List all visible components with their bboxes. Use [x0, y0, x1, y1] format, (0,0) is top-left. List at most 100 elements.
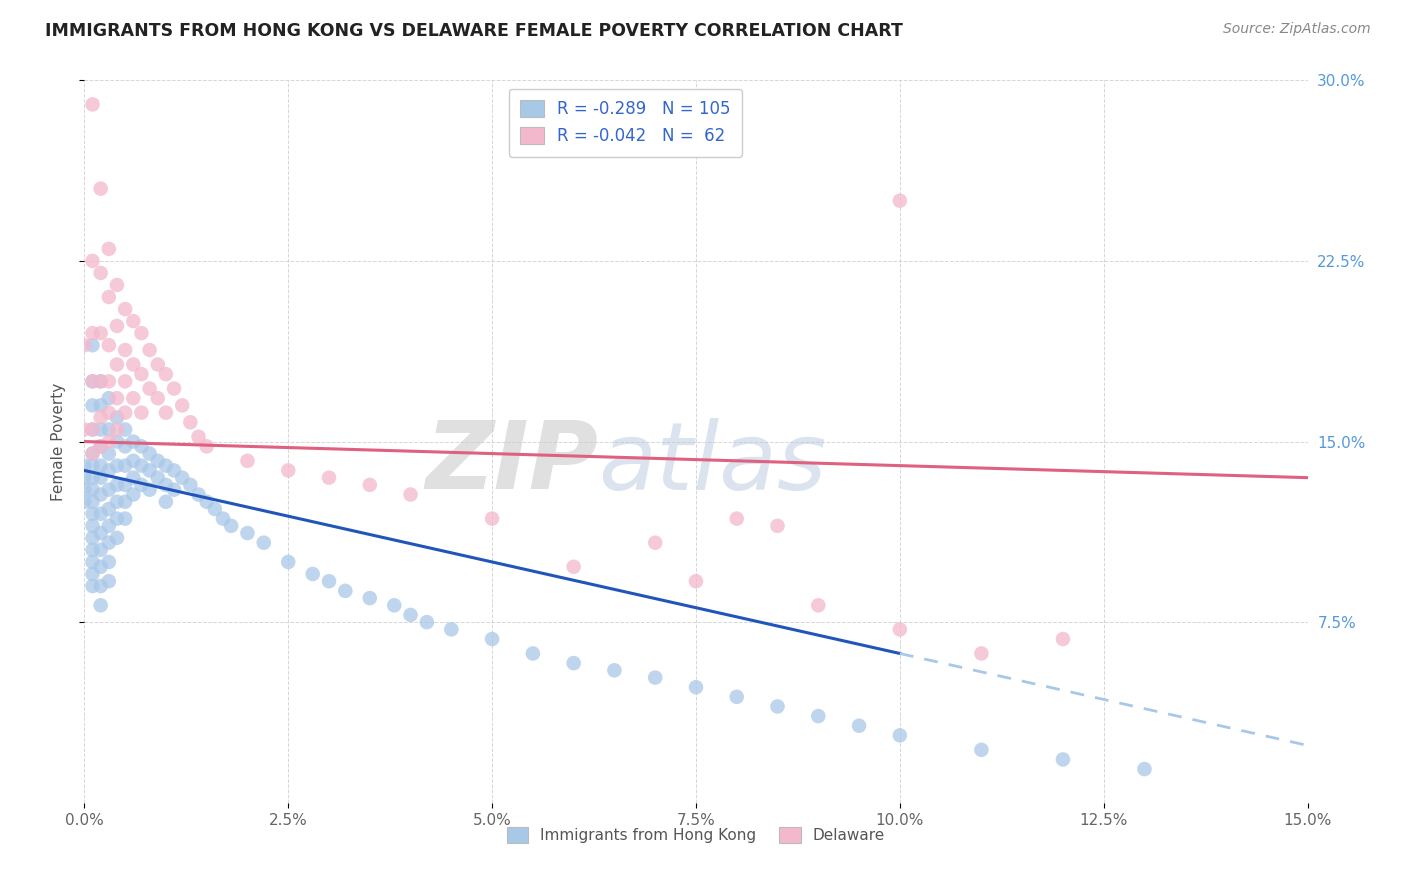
- Y-axis label: Female Poverty: Female Poverty: [51, 383, 66, 500]
- Point: [212, 511, 235, 525]
- Point: [155, 406, 177, 420]
- Point: [97, 391, 120, 405]
- Point: [766, 518, 789, 533]
- Point: [82, 494, 104, 508]
- Point: [644, 671, 666, 685]
- Point: [335, 583, 357, 598]
- Point: [97, 406, 120, 420]
- Point: [219, 518, 242, 533]
- Legend: Immigrants from Hong Kong, Delaware: Immigrants from Hong Kong, Delaware: [501, 822, 891, 849]
- Point: [114, 422, 136, 436]
- Point: [90, 439, 112, 453]
- Point: [685, 574, 707, 589]
- Point: [138, 463, 160, 477]
- Point: [90, 559, 112, 574]
- Point: [807, 599, 830, 613]
- Point: [155, 367, 177, 381]
- Point: [105, 511, 128, 525]
- Point: [131, 406, 153, 420]
- Point: [204, 502, 226, 516]
- Point: [236, 526, 259, 541]
- Point: [138, 446, 160, 460]
- Point: [399, 607, 422, 622]
- Point: [73, 338, 96, 352]
- Point: [685, 680, 707, 694]
- Point: [146, 454, 169, 468]
- Point: [481, 511, 503, 525]
- Point: [105, 531, 128, 545]
- Point: [82, 374, 104, 388]
- Point: [90, 422, 112, 436]
- Text: IMMIGRANTS FROM HONG KONG VS DELAWARE FEMALE POVERTY CORRELATION CHART: IMMIGRANTS FROM HONG KONG VS DELAWARE FE…: [45, 22, 903, 40]
- Point: [90, 599, 112, 613]
- Point: [97, 555, 120, 569]
- Point: [1052, 752, 1074, 766]
- Point: [97, 518, 120, 533]
- Point: [97, 422, 120, 436]
- Point: [131, 367, 153, 381]
- Point: [131, 458, 153, 473]
- Point: [82, 531, 104, 545]
- Point: [82, 507, 104, 521]
- Point: [90, 398, 112, 412]
- Point: [97, 434, 120, 449]
- Point: [318, 574, 340, 589]
- Point: [105, 410, 128, 425]
- Point: [970, 743, 993, 757]
- Point: [131, 478, 153, 492]
- Point: [97, 574, 120, 589]
- Point: [114, 511, 136, 525]
- Point: [97, 338, 120, 352]
- Point: [82, 446, 104, 460]
- Point: [82, 446, 104, 460]
- Point: [82, 542, 104, 557]
- Point: [90, 410, 112, 425]
- Point: [97, 290, 120, 304]
- Point: [73, 458, 96, 473]
- Point: [195, 494, 218, 508]
- Point: [236, 454, 259, 468]
- Point: [122, 358, 145, 372]
- Point: [105, 391, 128, 405]
- Point: [766, 699, 789, 714]
- Point: [90, 266, 112, 280]
- Point: [82, 97, 104, 112]
- Point: [318, 470, 340, 484]
- Point: [122, 454, 145, 468]
- Point: [90, 507, 112, 521]
- Point: [90, 458, 112, 473]
- Point: [359, 478, 381, 492]
- Point: [807, 709, 830, 723]
- Point: [97, 502, 120, 516]
- Text: ZIP: ZIP: [425, 417, 598, 509]
- Point: [114, 439, 136, 453]
- Text: atlas: atlas: [598, 417, 827, 508]
- Point: [82, 579, 104, 593]
- Point: [122, 487, 145, 501]
- Point: [122, 314, 145, 328]
- Point: [73, 470, 96, 484]
- Point: [301, 567, 323, 582]
- Point: [1133, 762, 1156, 776]
- Point: [90, 526, 112, 541]
- Point: [105, 422, 128, 436]
- Point: [114, 343, 136, 357]
- Point: [82, 338, 104, 352]
- Point: [416, 615, 439, 630]
- Point: [725, 690, 748, 704]
- Point: [277, 463, 299, 477]
- Point: [90, 374, 112, 388]
- Point: [522, 647, 544, 661]
- Point: [440, 623, 463, 637]
- Point: [114, 458, 136, 473]
- Point: [90, 181, 112, 195]
- Point: [97, 483, 120, 497]
- Point: [114, 406, 136, 420]
- Point: [97, 463, 120, 477]
- Point: [1052, 632, 1074, 646]
- Point: [90, 326, 112, 340]
- Point: [399, 487, 422, 501]
- Point: [603, 664, 626, 678]
- Point: [122, 434, 145, 449]
- Point: [970, 647, 993, 661]
